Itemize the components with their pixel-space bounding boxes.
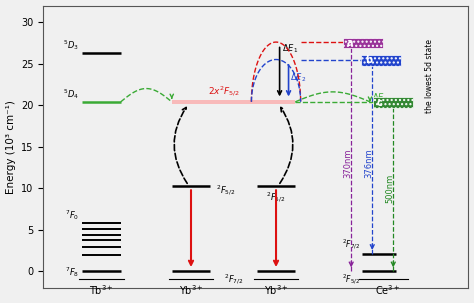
Text: 500nm: 500nm [386,174,395,203]
Bar [172,100,295,104]
Text: $\Delta E_1$: $\Delta E_1$ [282,42,298,55]
Text: $^2F_{7/2}$: $^2F_{7/2}$ [342,238,360,252]
Text: $^2F_{5/2}$: $^2F_{5/2}$ [216,184,235,198]
Text: 376nm: 376nm [365,148,374,178]
Text: $^2F_{5/2}$: $^2F_{5/2}$ [342,272,360,287]
Text: $\rm Yb^{3+}$: $\rm Yb^{3+}$ [179,283,203,297]
Text: a: a [346,38,353,48]
Text: b: b [365,55,372,65]
Text: $^5D_4$: $^5D_4$ [63,87,79,101]
Text: $\rm Ce^{3+}$: $\rm Ce^{3+}$ [375,283,401,297]
Bar [361,55,401,66]
Text: 370nm: 370nm [344,148,353,178]
Text: $\rm Tb^{3+}$: $\rm Tb^{3+}$ [89,283,114,297]
Text: c: c [377,98,383,108]
Text: $^2F_{7/2}$: $^2F_{7/2}$ [224,272,243,287]
Text: $^2F_{5/2}$: $^2F_{5/2}$ [266,191,286,205]
Text: $^5D_3$: $^5D_3$ [64,38,79,52]
Bar [343,38,383,48]
Text: the lowest 5d state: the lowest 5d state [425,39,434,113]
Text: $\rm Yb^{3+}$: $\rm Yb^{3+}$ [264,283,288,297]
Text: $^7F_0$: $^7F_0$ [65,208,79,222]
Y-axis label: Energy (10³ cm⁻¹): Energy (10³ cm⁻¹) [6,100,16,194]
Text: $^7F_8$: $^7F_8$ [65,265,79,279]
Text: $2x^2F_{5/2}$: $2x^2F_{5/2}$ [209,85,241,99]
Text: $\Delta E_3$: $\Delta E_3$ [372,92,389,104]
Bar [373,97,413,108]
Text: $\Delta E_2$: $\Delta E_2$ [290,72,306,85]
